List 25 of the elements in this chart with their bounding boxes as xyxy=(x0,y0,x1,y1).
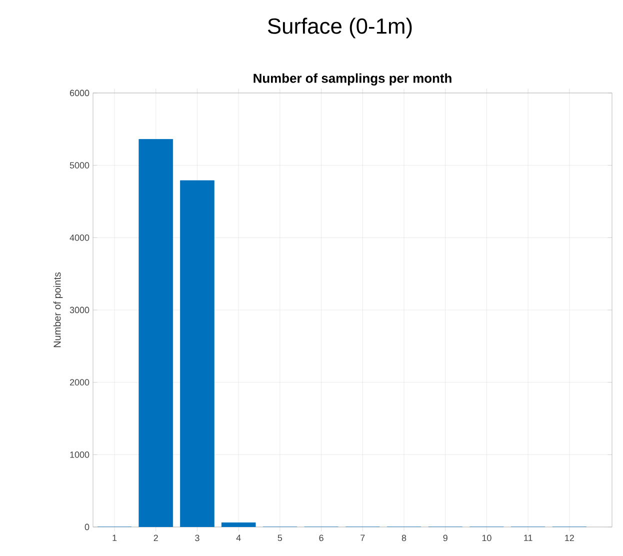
x-tick-label: 12 xyxy=(565,534,574,542)
x-tick-label: 9 xyxy=(443,534,448,542)
y-tick-label: 5000 xyxy=(70,162,90,168)
x-tick-label: 2 xyxy=(154,534,158,542)
bar xyxy=(221,522,256,527)
chart-subtitle: Number of samplings per month xyxy=(254,73,452,86)
x-tick-label: 6 xyxy=(319,534,324,542)
y-tick-label: 1000 xyxy=(70,451,90,458)
y-tick-label: 6000 xyxy=(70,90,90,96)
y-axis-title: Number of points xyxy=(53,272,63,348)
bar xyxy=(138,139,174,527)
bar xyxy=(180,180,214,527)
chart-title: Surface (0-1m) xyxy=(268,18,412,38)
x-tick-label: 10 xyxy=(482,534,492,542)
x-tick-label: 11 xyxy=(524,534,532,541)
y-tick-label: 3000 xyxy=(70,306,90,314)
y-tick-label: 2000 xyxy=(70,379,90,386)
x-tick-label: 7 xyxy=(360,534,365,541)
x-tick-label: 5 xyxy=(278,534,282,542)
y-tick-label: 0 xyxy=(84,524,90,530)
y-tick-label: 4000 xyxy=(70,234,90,241)
x-tick-label: 4 xyxy=(236,534,241,541)
x-tick-label: 3 xyxy=(195,534,200,542)
x-tick-label: 1 xyxy=(112,534,117,541)
x-tick-label: 8 xyxy=(402,534,406,542)
